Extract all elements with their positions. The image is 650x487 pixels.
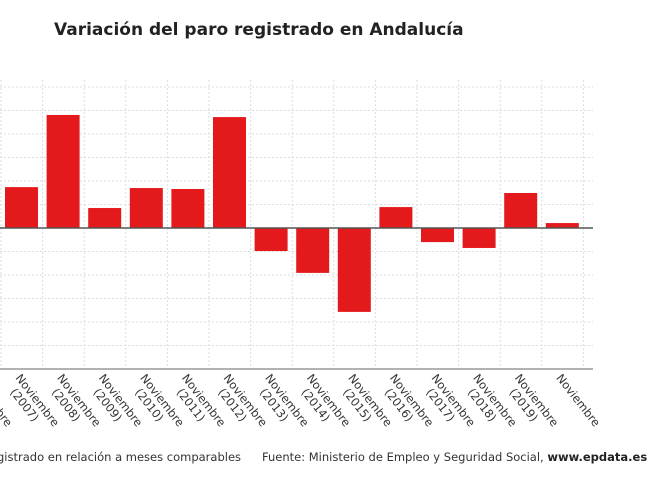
bar bbox=[5, 187, 38, 228]
bar-chart: Noviembre(2007) Noviembre(2008) Noviembre(… bbox=[0, 80, 603, 437]
bar bbox=[46, 114, 80, 228]
bar bbox=[254, 228, 288, 252]
footer-source: Fuente: Ministerio de Empleo y Seguridad… bbox=[262, 450, 647, 464]
source-text: Fuente: Ministerio de Empleo y Seguridad… bbox=[262, 450, 548, 464]
footer-note: gistrado en relación a meses comparables bbox=[0, 450, 242, 464]
bar bbox=[421, 228, 454, 243]
x-tick-label: Noviembre(2007) bbox=[2, 371, 62, 437]
chart-title: Variación del paro registrado en Andaluc… bbox=[54, 20, 464, 40]
bar bbox=[88, 208, 122, 228]
bar bbox=[504, 192, 538, 228]
bar bbox=[545, 223, 579, 228]
bar bbox=[337, 228, 371, 312]
bar bbox=[213, 117, 246, 228]
bar bbox=[379, 207, 413, 228]
bar bbox=[129, 188, 163, 228]
bar bbox=[171, 188, 205, 228]
bar bbox=[296, 228, 330, 273]
source-site: www.epdata.es bbox=[547, 450, 648, 464]
bar bbox=[462, 228, 496, 248]
